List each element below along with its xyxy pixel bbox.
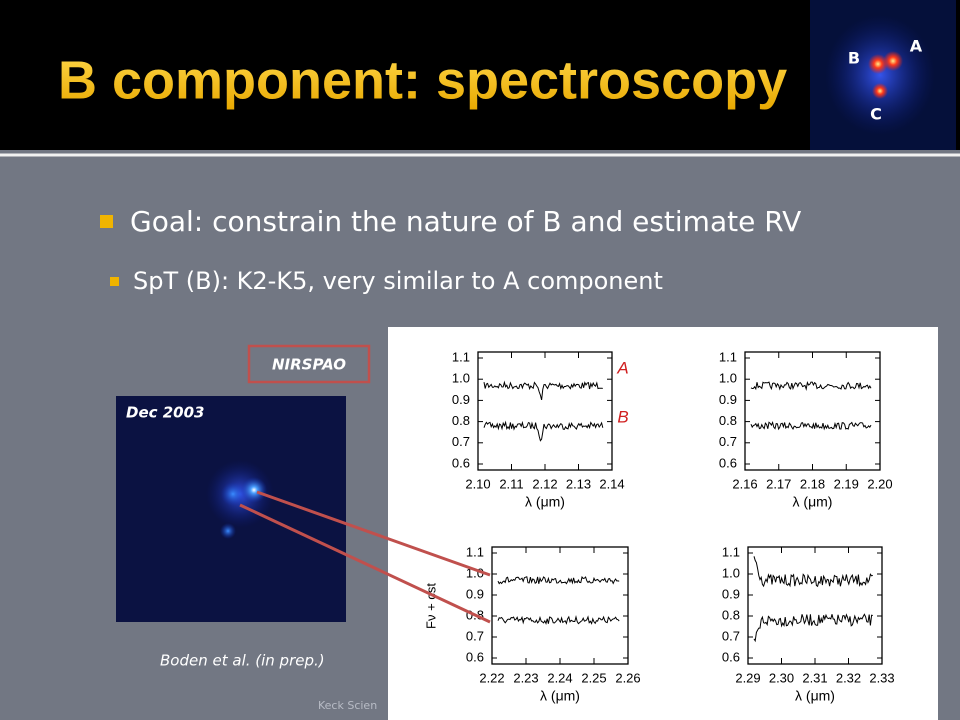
x-tick-label: 2.33	[869, 670, 894, 685]
x-tick-label: 2.32	[836, 670, 861, 685]
spectrum-trace	[497, 615, 620, 626]
y-axis-label: Fν + cst	[423, 583, 438, 629]
x-tick-label: 2.14	[599, 476, 624, 491]
x-tick-label: 2.26	[615, 670, 640, 685]
x-tick-label: 2.29	[735, 670, 760, 685]
y-tick-label: 1.1	[722, 544, 740, 559]
y-tick-label: 1.1	[452, 349, 470, 364]
x-tick-label: 2.20	[867, 476, 892, 491]
y-tick-label: 1.1	[466, 544, 484, 559]
y-tick-label: 0.7	[452, 434, 470, 449]
thumbnail-label: B	[848, 49, 860, 68]
x-tick-label: 2.18	[800, 476, 825, 491]
thumbnail-label: A	[910, 37, 923, 56]
citation: Boden et al. (in prep.)	[160, 652, 325, 670]
connector	[239, 503, 491, 624]
spectrum-trace	[753, 613, 873, 643]
y-tick-label: 0.9	[722, 586, 740, 601]
x-tick-label: 2.10	[465, 476, 490, 491]
image-date: Dec 2003	[126, 404, 205, 422]
y-tick-label: 1.0	[452, 371, 470, 386]
x-tick-label: 2.23	[513, 670, 538, 685]
y-tick-label: 1.0	[722, 565, 740, 580]
y-tick-label: 0.6	[722, 649, 740, 664]
x-axis-label: λ (μm)	[793, 494, 833, 510]
x-tick-label: 2.31	[802, 670, 827, 685]
ao-star	[241, 477, 267, 503]
thumbnail-star	[868, 54, 888, 74]
x-tick-label: 2.30	[769, 670, 794, 685]
y-tick-label: 0.8	[722, 607, 740, 622]
slide-title: B component: spectroscopy	[58, 50, 787, 110]
x-tick-label: 2.12	[532, 476, 557, 491]
sub-bullet-text: SpT (B): K2-K5, very similar to A compon…	[133, 267, 663, 295]
y-tick-label: 0.9	[466, 586, 484, 601]
y-tick-label: 0.9	[452, 392, 470, 407]
y-tick-label: 0.7	[466, 628, 484, 643]
y-tick-label: 0.7	[719, 434, 737, 449]
y-tick-label: 0.8	[719, 413, 737, 428]
bullet-text: Goal: constrain the nature of B and esti…	[130, 205, 801, 238]
bullet-marker	[100, 215, 113, 228]
x-tick-label: 2.11	[499, 476, 523, 491]
y-tick-label: 0.6	[452, 455, 470, 470]
spectra-figure	[388, 327, 938, 720]
trace-label: B	[617, 407, 628, 426]
x-axis-label: λ (μm)	[795, 688, 835, 704]
spectrum-trace	[750, 421, 872, 431]
thumbnail-star	[883, 51, 903, 71]
spectrum-trace	[753, 556, 873, 588]
x-axis-label: λ (μm)	[540, 688, 580, 704]
spectrum-trace	[483, 380, 603, 401]
footer: Keck Scien	[318, 699, 377, 712]
spectrum-trace	[483, 420, 604, 442]
thumbnail-halo	[825, 15, 935, 135]
instrument-label: NIRSPAO	[272, 356, 346, 374]
x-tick-label: 2.13	[566, 476, 591, 491]
x-tick-label: 2.25	[581, 670, 606, 685]
y-tick-label: 0.8	[452, 413, 470, 428]
x-tick-label: 2.16	[732, 476, 757, 491]
x-tick-label: 2.22	[479, 670, 504, 685]
ao-star	[220, 523, 236, 539]
x-tick-label: 2.17	[766, 476, 791, 491]
trace-label: A	[616, 358, 628, 377]
connector	[256, 490, 491, 577]
x-axis-label: λ (μm)	[525, 494, 565, 510]
thumbnail-label: C	[870, 105, 882, 124]
y-tick-label: 0.7	[722, 628, 740, 643]
y-tick-label: 0.6	[466, 649, 484, 664]
ao-star	[221, 482, 245, 506]
y-tick-label: 1.1	[719, 349, 737, 364]
thumbnail-star	[872, 83, 888, 99]
instrument-box	[247, 344, 371, 384]
spectrum-trace	[497, 576, 620, 585]
y-tick-label: 0.9	[719, 392, 737, 407]
header-band	[0, 0, 960, 150]
bullet-marker	[110, 277, 119, 286]
y-tick-label: 0.6	[719, 455, 737, 470]
x-tick-label: 2.19	[834, 476, 859, 491]
y-tick-label: 1.0	[719, 371, 737, 386]
spectrum-trace	[750, 381, 872, 391]
x-tick-label: 2.24	[547, 670, 572, 685]
